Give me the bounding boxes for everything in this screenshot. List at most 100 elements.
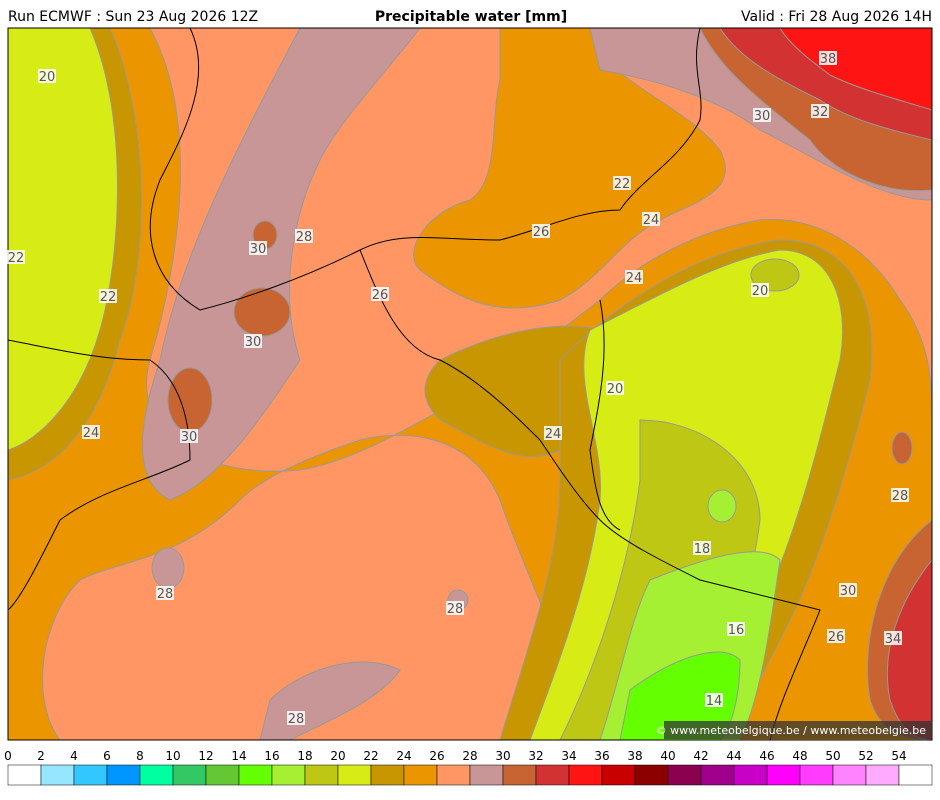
contour-label-bg [827, 629, 845, 643]
contour-label: 34 [885, 632, 902, 647]
colorbar-swatch [469, 764, 504, 786]
colorbar-swatch [799, 764, 834, 786]
colorbar-swatch [238, 764, 273, 786]
contour-label: 20 [39, 70, 56, 85]
contour-label: 24 [545, 427, 562, 442]
colorbar-swatch [73, 764, 108, 786]
contour-label: 20 [607, 382, 624, 397]
colorbar-tick-label: 26 [429, 749, 444, 763]
colorbar-tick-label: 30 [495, 749, 510, 763]
contour-label: 30 [250, 242, 267, 257]
colorbar-swatch [832, 764, 867, 786]
colorbar-swatch [7, 764, 42, 786]
colorbar-tick-label: 0 [4, 749, 12, 763]
contour-label-bg [244, 334, 262, 348]
colorbar-swatch [436, 764, 471, 786]
colorbar-tick-label: 54 [891, 749, 906, 763]
colorbar-swatch [601, 764, 636, 786]
colorbar-tick-label: 34 [561, 749, 576, 763]
contour-label-bg [727, 622, 745, 636]
colorbar-swatch [700, 764, 735, 786]
colorbar-swatch [271, 764, 306, 786]
colorbar-tick-label: 24 [396, 749, 411, 763]
colorbar-swatch [304, 764, 339, 786]
contour-label-bg [613, 176, 631, 190]
colorbar-swatch [40, 764, 75, 786]
contour-label-bg [532, 224, 550, 238]
colorbar-swatch [568, 764, 603, 786]
contour-label-bg [884, 631, 902, 645]
contour-label-bg [295, 229, 313, 243]
contour-label: 22 [100, 290, 117, 305]
border [359, 249, 821, 740]
contour-label: 24 [83, 426, 100, 441]
colorbar-tick-label: 14 [231, 749, 246, 763]
colorbar-tick-label: 28 [462, 749, 477, 763]
colorbar-swatch [106, 764, 141, 786]
contour-label-bg [606, 381, 624, 395]
contour-label: 30 [181, 430, 198, 445]
contour-label-bg [753, 108, 771, 122]
colorbar-swatch [139, 764, 174, 786]
contour-label: 28 [296, 230, 313, 245]
colorbar-tick-label: 36 [594, 749, 609, 763]
contour-label: 16 [728, 623, 745, 638]
contour-label-bg [287, 711, 305, 725]
contour-label: 22 [614, 177, 631, 192]
credit-box [664, 721, 932, 739]
colorbar-swatch [337, 764, 372, 786]
contour-label: 30 [754, 109, 771, 124]
colorbar-swatch [403, 764, 438, 786]
field-blob [233, 287, 291, 337]
contour-label-bg [751, 283, 769, 297]
colorbar-swatch [733, 764, 768, 786]
contour-label-bg [544, 426, 562, 440]
colorbar-tick-label: 22 [363, 749, 378, 763]
contour-label: 28 [892, 489, 909, 504]
colorbar-tick-label: 40 [660, 749, 675, 763]
coastline [8, 339, 191, 611]
contour-label-bg [446, 601, 464, 615]
field-blob [167, 367, 213, 433]
contour-label-bg [625, 270, 643, 284]
field-blob [707, 489, 737, 523]
colorbar-tick-label: 10 [165, 749, 180, 763]
colorbar-tick-label: 38 [627, 749, 642, 763]
colorbar-tick-label: 32 [528, 749, 543, 763]
colorbar-tick-label: 44 [726, 749, 741, 763]
contour-label-bg [7, 250, 25, 264]
map-frame [7, 27, 933, 741]
colorbar-tick-label: 12 [198, 749, 213, 763]
contour-label-bg [839, 583, 857, 597]
contour-label-bg [180, 429, 198, 443]
contour-label: 38 [820, 52, 837, 67]
border [589, 299, 621, 531]
contour-label: 24 [643, 213, 660, 228]
contour-label: 30 [840, 584, 857, 599]
contour-label: 22 [8, 251, 25, 266]
contour-label-bg [693, 541, 711, 555]
credit: © www.meteobelgique.be / www.meteobelgie… [656, 724, 927, 737]
contour-label-bg [642, 212, 660, 226]
contour-label: 28 [288, 712, 305, 727]
contour-label-bg [156, 586, 174, 600]
contour-label-bg [819, 51, 837, 65]
contour-label: 26 [828, 630, 845, 645]
colorbar-tick-label: 52 [858, 749, 873, 763]
colorbar-swatch [535, 764, 570, 786]
colorbar-tick-label: 4 [70, 749, 78, 763]
field-band [8, 28, 118, 451]
colorbar-tick-label: 16 [264, 749, 279, 763]
contour-label-bg [891, 488, 909, 502]
contour-label: 20 [752, 284, 769, 299]
contour-label: 28 [447, 602, 464, 617]
contour-label-bg [811, 104, 829, 118]
valid-label: Valid : Fri 28 Aug 2026 14H [741, 9, 932, 25]
colorbar-tick-label: 6 [103, 749, 111, 763]
field-blob [891, 431, 913, 465]
colorbar-tick-label: 46 [759, 749, 774, 763]
colorbar-swatch [634, 764, 669, 786]
contour-label: 30 [245, 335, 262, 350]
